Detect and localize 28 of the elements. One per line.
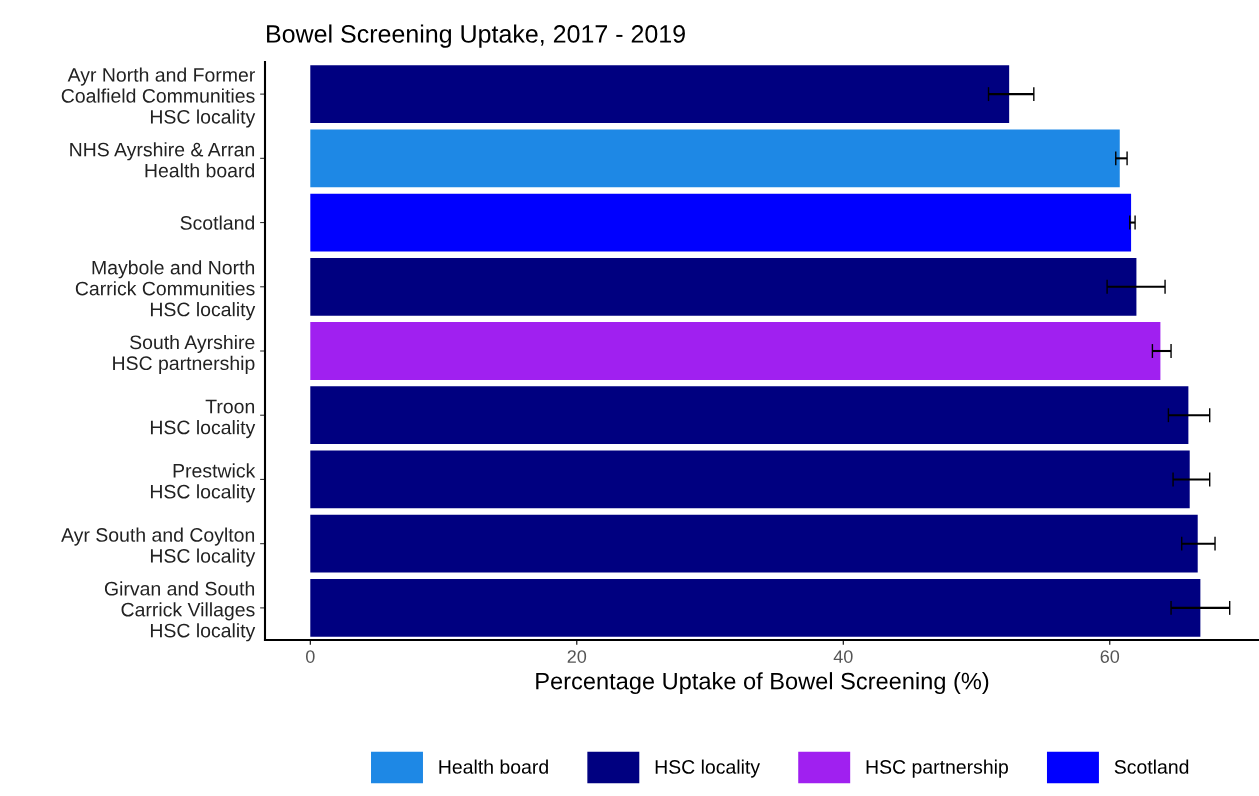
legend-label: HSC partnership <box>866 759 1008 778</box>
x-axis-title: Percentage Uptake of Bowel Screening (%) <box>536 672 989 695</box>
bar <box>310 578 1201 637</box>
x-tick-label: 60 <box>1100 650 1120 663</box>
y-tick-label: Scotland <box>180 215 255 230</box>
legend-label: Scotland <box>1114 759 1189 774</box>
x-tick-label: 20 <box>567 650 587 663</box>
legend-label: Health board <box>439 759 548 774</box>
legend-label: HSC locality <box>655 759 761 778</box>
y-tick-label: Ayr South and Coylton HSC locality <box>61 527 256 567</box>
y-tick-label: NHS Ayrshire & Arran Health board <box>70 142 255 178</box>
bar <box>310 257 1137 316</box>
chart-title: Bowel Screening Uptake, 2017 - 2019 <box>267 24 685 48</box>
y-tick-label: Girvan and South Carrick Villages HSC locality <box>104 581 256 642</box>
y-tick-label: Troon HSC locality <box>150 399 256 439</box>
bar <box>310 386 1189 445</box>
x-tick-label: 0 <box>305 650 315 663</box>
bar <box>310 65 1010 124</box>
bar <box>310 193 1132 252</box>
bar <box>310 322 1161 380</box>
x-tick-label: 40 <box>833 650 853 663</box>
y-tick-label: Prestwick HSC locality <box>150 463 256 503</box>
y-tick-label: Ayr North and Former Coalfield Communities HSC locality <box>61 67 256 128</box>
y-tick-label: South Ayrshire HSC partnership <box>113 334 255 374</box>
bar <box>310 129 1120 188</box>
bar <box>310 514 1198 573</box>
bar <box>310 450 1190 509</box>
y-tick-label: Maybole and North Carrick Communities HSC locality <box>75 260 256 321</box>
